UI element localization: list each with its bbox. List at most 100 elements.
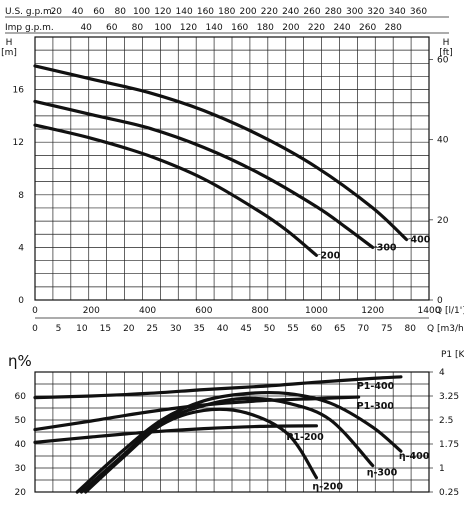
q-m3h-tick: 70: [358, 324, 370, 334]
us-gpm-tick: 200: [239, 7, 256, 17]
us-gpm-tick: 100: [133, 7, 150, 17]
q-m3h-tick: 75: [381, 324, 392, 334]
curve-eta-200: [84, 407, 318, 494]
eta-axis-label: η%: [8, 352, 32, 370]
y-left-tick: 12: [13, 138, 24, 148]
y-right-tick: 40: [437, 136, 449, 146]
p1-axis-label: P1 [Kw]: [441, 350, 464, 360]
imp-gpm-tick: 200: [282, 23, 299, 33]
q-m3h-tick: 35: [193, 324, 204, 334]
q-lmin-tick: 1200: [361, 306, 384, 316]
q-lmin-tick: 1000: [305, 306, 328, 316]
q-m3h-tick: 55: [287, 324, 298, 334]
curve-label-p1-300: P1-300: [357, 401, 395, 412]
curve-h-300: [33, 99, 375, 249]
curve-label-400: 400: [410, 235, 430, 246]
q-m3h-tick: 45: [240, 324, 251, 334]
us-gpm-tick: 20: [51, 7, 63, 17]
eta-tick: 30: [15, 464, 27, 474]
y-left-label: H: [6, 38, 13, 48]
curve-label-300: 300: [377, 242, 397, 253]
curve-label-eta-200: η-200: [312, 482, 343, 493]
curve-eta-300: [79, 396, 375, 494]
y-right-tick: 20: [437, 216, 449, 226]
us-gpm-tick: 180: [218, 7, 235, 17]
curve-label-200: 200: [320, 250, 340, 261]
us-gpm-tick: 360: [410, 7, 427, 17]
curve-eta-400: [75, 390, 403, 494]
plot-frame-bottom: [34, 371, 430, 493]
imp-gpm-tick: 180: [257, 23, 274, 33]
q-m3h-tick: 15: [100, 324, 111, 334]
q-m3h-tick: 5: [56, 324, 62, 334]
y-right-tick: 0: [437, 296, 443, 306]
curve-label-eta-400: η-400: [399, 451, 430, 462]
y-left-tick: 16: [13, 86, 25, 96]
curve-label-eta-300: η-300: [367, 468, 398, 479]
us-gpm-label: U.S. g.p.m.: [5, 7, 55, 17]
q-m3h-tick: 25: [147, 324, 158, 334]
q-lmin-tick: 1400: [418, 306, 441, 316]
y-left-tick: 4: [18, 243, 24, 253]
q-m3h-tick: 50: [264, 324, 276, 334]
us-gpm-tick: 300: [346, 7, 363, 17]
imp-gpm-tick: 40: [80, 23, 92, 33]
imp-gpm-tick: 60: [106, 23, 118, 33]
q-m3h-tick: 20: [123, 324, 135, 334]
eta-tick: 50: [15, 416, 27, 426]
curve-label-leader: [316, 253, 321, 256]
curve-label-leader: [372, 246, 377, 248]
p1-tick: 1: [439, 464, 445, 474]
q-lmin-label: Q [l/1']: [435, 306, 464, 316]
q-m3h-tick: 10: [76, 324, 88, 334]
q-lmin-tick: 0: [32, 306, 38, 316]
p1-tick: 1.75: [439, 440, 459, 450]
curve-label-p1-400: P1-400: [357, 381, 395, 392]
q-m3h-tick: 65: [334, 324, 345, 334]
q-lmin-tick: 600: [195, 306, 212, 316]
q-lmin-tick: 800: [252, 306, 269, 316]
p1-tick: 4: [439, 368, 445, 378]
curve-p1-400: [33, 375, 403, 400]
q-lmin-tick: 400: [139, 306, 156, 316]
imp-gpm-tick: 260: [359, 23, 376, 33]
curve-h-400: [33, 64, 409, 242]
q-m3h-tick: 80: [405, 324, 417, 334]
plot-frame-top: [34, 36, 430, 301]
us-gpm-tick: 60: [93, 7, 105, 17]
imp-gpm-tick: 160: [231, 23, 248, 33]
y-left-tick: 8: [18, 191, 24, 201]
eta-tick: 40: [15, 440, 27, 450]
q-m3h-label: Q [m3/h]: [427, 324, 464, 334]
eta-tick: 60: [15, 392, 27, 402]
y-right-tick: 60: [437, 56, 449, 66]
imp-gpm-tick: 100: [154, 23, 171, 33]
curve-p1-200: [33, 424, 318, 444]
us-gpm-tick: 340: [389, 7, 406, 17]
imp-gpm-tick: 220: [308, 23, 325, 33]
y-right-unit: [ft]: [439, 48, 453, 58]
imp-gpm-tick: 140: [206, 23, 223, 33]
y-left-tick: 0: [18, 296, 24, 306]
imp-gpm-tick: 240: [333, 23, 350, 33]
us-gpm-tick: 240: [282, 7, 299, 17]
us-gpm-tick: 280: [325, 7, 342, 17]
us-gpm-tick: 120: [154, 7, 171, 17]
q-m3h-tick: 40: [217, 324, 229, 334]
imp-gpm-tick: 80: [132, 23, 144, 33]
us-gpm-tick: 40: [72, 7, 84, 17]
us-gpm-tick: 260: [303, 7, 320, 17]
us-gpm-tick: 140: [176, 7, 193, 17]
q-m3h-tick: 0: [32, 324, 38, 334]
us-gpm-tick: 80: [114, 7, 126, 17]
y-right-label: H: [443, 38, 450, 48]
imp-gpm-label: Imp g.p.m.: [5, 23, 54, 33]
eta-tick: 20: [15, 488, 27, 498]
imp-gpm-tick: 120: [180, 23, 197, 33]
curve-h-200: [33, 123, 318, 257]
curve-label-leader: [406, 238, 411, 240]
p1-tick: 0.25: [439, 488, 459, 498]
us-gpm-tick: 320: [367, 7, 384, 17]
imp-gpm-tick: 280: [385, 23, 402, 33]
